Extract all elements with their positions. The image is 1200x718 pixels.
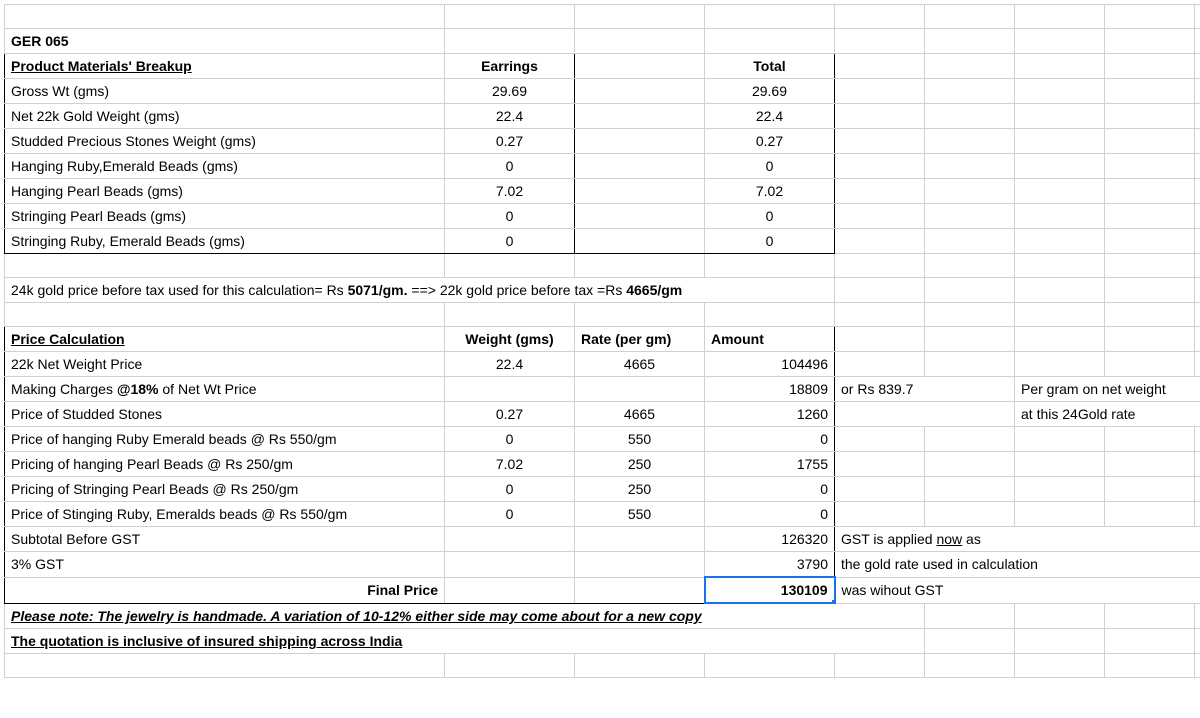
materials-row: Hanging Ruby,Emerald Beads (gms) 0 0 [5, 154, 1200, 179]
note-handmade: Please note: The jewelry is handmade. A … [5, 603, 925, 629]
materials-header-label: Product Materials' Breakup [5, 54, 445, 79]
gold-price-note: 24k gold price before tax used for this … [5, 278, 835, 303]
price-row: Price of Studded Stones 0.27 4665 1260 a… [5, 402, 1200, 427]
price-row: Pricing of Stringing Pearl Beads @ Rs 25… [5, 477, 1200, 502]
price-row: Price of hanging Ruby Emerald beads @ Rs… [5, 427, 1200, 452]
gap-row [5, 303, 1200, 327]
materials-row: Net 22k Gold Weight (gms) 22.4 22.4 [5, 104, 1200, 129]
spreadsheet[interactable]: GER 065 Product Materials' Breakup Earri… [4, 4, 1200, 678]
final-price-cell[interactable]: 130109 [705, 577, 835, 603]
note-row: Please note: The jewelry is handmade. A … [5, 603, 1200, 629]
materials-row: Stringing Pearl Beads (gms) 0 0 [5, 204, 1200, 229]
price-row-subtotal: Subtotal Before GST 126320 GST is applie… [5, 527, 1200, 552]
materials-header-row: Product Materials' Breakup Earrings Tota… [5, 54, 1200, 79]
gap-row [5, 254, 1200, 278]
price-row: Price of Stinging Ruby, Emeralds beads @… [5, 502, 1200, 527]
grid-row [5, 5, 1200, 29]
price-row: Pricing of hanging Pearl Beads @ Rs 250/… [5, 452, 1200, 477]
price-row: Making Charges @18% of Net Wt Price 1880… [5, 377, 1200, 402]
materials-header-earrings: Earrings [445, 54, 575, 79]
price-calc-header-row: Price Calculation Weight (gms) Rate (per… [5, 327, 1200, 352]
price-calc-label: Price Calculation [5, 327, 445, 352]
materials-row: Studded Precious Stones Weight (gms) 0.2… [5, 129, 1200, 154]
materials-row: Hanging Pearl Beads (gms) 7.02 7.02 [5, 179, 1200, 204]
note-row: The quotation is inclusive of insured sh… [5, 629, 1200, 654]
final-price-label: Final Price [5, 577, 445, 603]
materials-header-total: Total [705, 54, 835, 79]
grid-row [5, 654, 1200, 678]
selection-handle[interactable] [831, 599, 835, 603]
price-row-gst: 3% GST 3790 the gold rate used in calcul… [5, 552, 1200, 578]
note-shipping: The quotation is inclusive of insured sh… [5, 629, 925, 654]
product-code: GER 065 [5, 29, 445, 54]
price-row: 22k Net Weight Price 22.4 4665 104496 [5, 352, 1200, 377]
gold-price-note-row: 24k gold price before tax used for this … [5, 278, 1200, 303]
final-price-row: Final Price 130109 was wihout GST [5, 577, 1200, 603]
materials-row: Gross Wt (gms) 29.69 29.69 [5, 79, 1200, 104]
product-code-row: GER 065 [5, 29, 1200, 54]
materials-row: Stringing Ruby, Emerald Beads (gms) 0 0 [5, 229, 1200, 254]
final-price-value: 130109 [781, 582, 828, 598]
